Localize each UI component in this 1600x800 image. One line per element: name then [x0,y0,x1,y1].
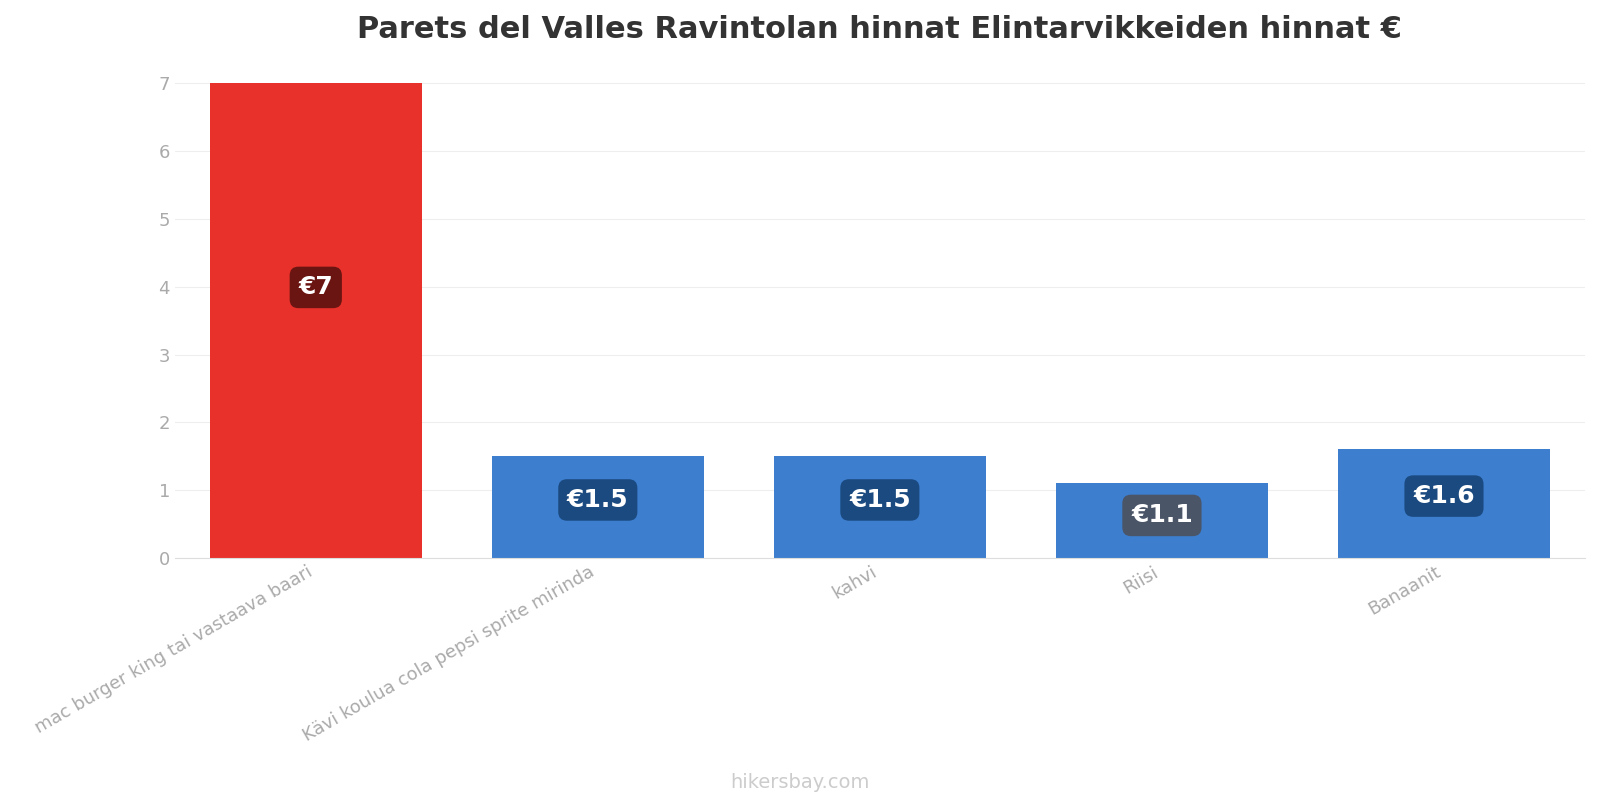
Bar [1056,483,1267,558]
Text: €1.5: €1.5 [566,488,629,512]
Bar [774,456,986,558]
Bar [493,456,704,558]
Bar [1338,450,1550,558]
Text: €7: €7 [298,275,333,299]
Text: €1.6: €1.6 [1413,484,1475,508]
Text: hikersbay.com: hikersbay.com [730,773,870,792]
Text: €1.1: €1.1 [1131,503,1192,527]
Bar [210,83,421,558]
Title: Parets del Valles Ravintolan hinnat Elintarvikkeiden hinnat €: Parets del Valles Ravintolan hinnat Elin… [357,15,1402,44]
Text: €1.5: €1.5 [850,488,910,512]
